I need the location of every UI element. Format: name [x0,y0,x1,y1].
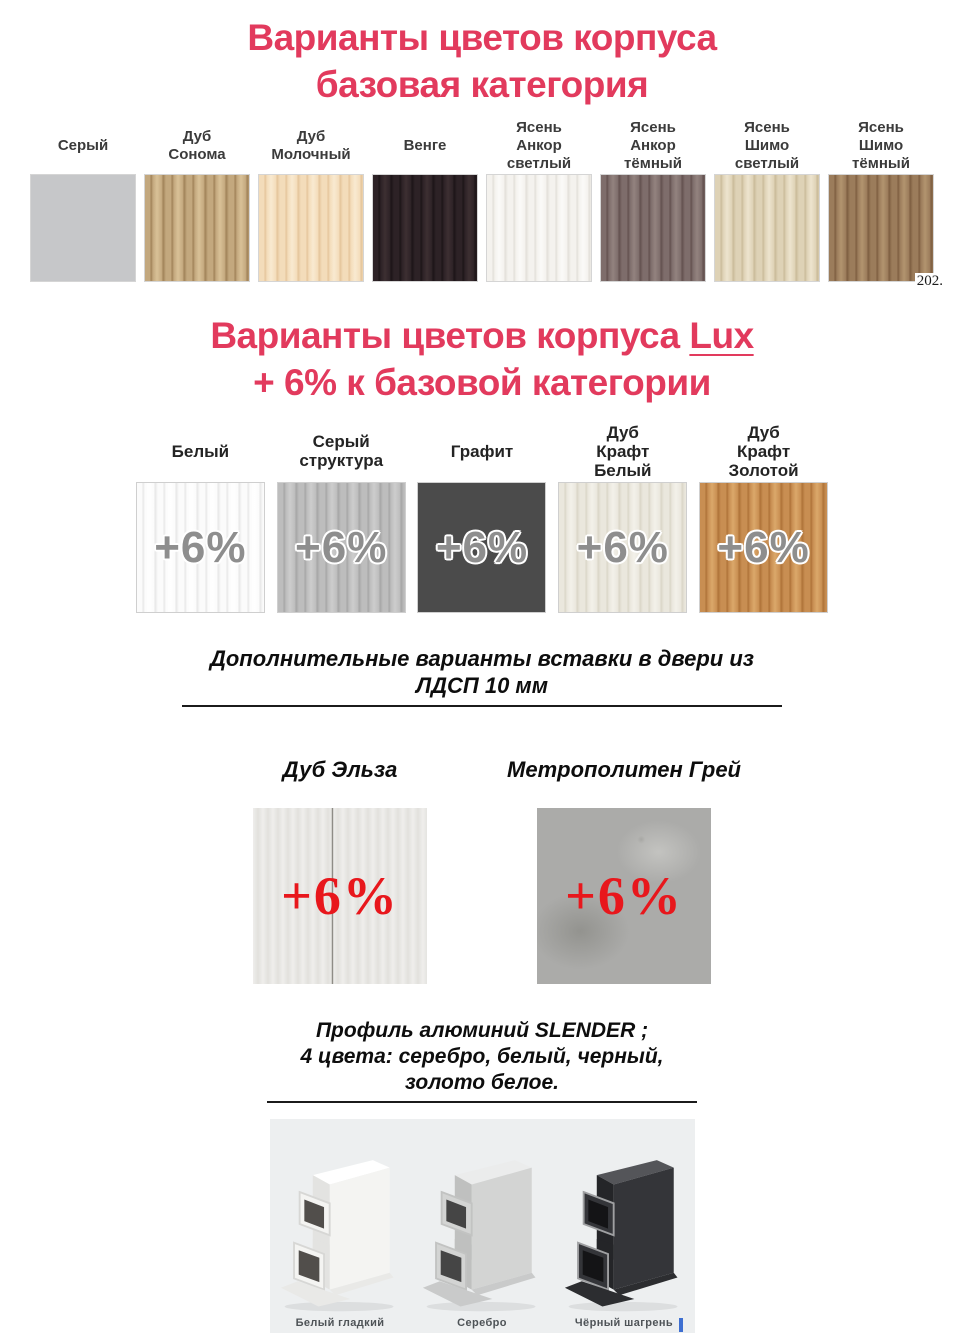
lux-cell: Серый структура +6% [271,420,412,613]
lux-swatch-5: +6% [699,482,829,613]
swatch-label: Дуб Крафт Золотой [728,422,799,480]
plus6-badge: +6% [576,522,669,572]
lux-swatch-1: +6% [135,482,265,613]
base-cell: Дуб Сонома [140,118,254,282]
swatch-label: Серый структура [299,432,384,470]
profile-heading: Профиль алюминий SLENDER ; 4 цвета: сере… [300,1019,664,1094]
plus6-badge: +6% [565,866,683,926]
insert-swatch: +6% [253,808,427,984]
base-cell: Ясень Анкор светлый [482,118,596,282]
lux-cell: Дуб Крафт Золотой +6% [693,420,834,613]
base-cell: Ясень Шимо светлый [710,118,824,282]
divider-line [182,705,782,707]
aluminum-profile-illustration [422,1160,536,1312]
profile-color-label: Белый гладкий [295,1317,385,1329]
lux-word: Lux [689,315,754,356]
base-cell: Венге [368,118,482,282]
lux-swatch-2: +6% [276,482,406,613]
lux-title-prefix: Варианты цветов корпуса [210,315,690,356]
base-swatch-1 [30,174,136,282]
base-cell: Ясень Шимо тёмный [824,118,938,282]
swatch-label: Белый [171,441,230,461]
insert-option-metropolitan: Метрополитен Грей +6% [507,757,741,984]
plus6-badge: +6% [717,522,810,572]
base-title-line1: Варианты цветов корпуса [247,17,717,58]
profile-column: Серебро [417,1147,547,1329]
lux-swatch-row: Белый +6% Серый структура +6% Графит +6% Дуб К… [130,420,834,613]
base-swatch-5 [486,174,592,282]
profile-color-label: Серебро [457,1317,507,1329]
base-cell: Дуб Молочный [254,118,368,282]
insert-swatch: +6% [537,808,711,984]
insert-options-row: Дуб Эльза +6% Метрополитен Грей +6% [0,757,964,984]
lux-swatch-3: +6% [417,482,547,613]
swatch-label: Венге [403,137,447,154]
insert-label: Метрополитен Грей [507,757,741,782]
profile-color-label: Чёрный шагрень [574,1317,674,1329]
base-title-line2: базовая категория [315,64,649,105]
base-cell: Ясень Анкор тёмный [596,118,710,282]
lux-cell: Графит +6% [412,420,553,613]
profile-column: Белый гладкий [275,1147,405,1329]
plus6-badge: +6% [154,522,247,572]
base-swatch-6 [600,174,706,282]
insert-option-elsa: Дуб Эльза +6% [253,757,427,984]
aluminum-profiles-photo: Белый гладкий Серебро Чёрный шагрень [269,1119,695,1333]
aluminum-profile-illustration [564,1160,678,1312]
swatch-label: Ясень Анкор тёмный [624,119,682,172]
lux-cell: Дуб Крафт Белый +6% [552,420,693,613]
lux-title-line2: + 6% к базовой категории [253,362,711,403]
swatch-label: Графит [450,441,514,461]
profile-column: Чёрный шагрень [559,1147,689,1329]
plus6-badge: +6% [435,522,529,572]
inserts-heading: Дополнительные варианты вставки в двери … [209,646,755,698]
swatch-label: Дуб Сонома [168,128,226,163]
base-cell: Серый [26,118,140,282]
plus6-badge: +6% [295,522,388,572]
swatch-label: Ясень Шимо светлый [734,119,800,172]
base-category-title: Варианты цветов корпуса базовая категори… [0,0,964,108]
text-cursor-mark [678,1318,683,1332]
lux-swatch-4: +6% [558,482,688,613]
base-swatch-7 [714,174,820,282]
swatch-label: Дуб Крафт Белый [594,422,652,480]
base-swatch-4 [372,174,478,282]
plus6-badge: +6% [281,866,399,926]
base-swatch-2 [144,174,250,282]
watermark-text: 202. [914,273,945,290]
insert-label: Дуб Эльза [282,757,398,782]
divider-line [267,1101,697,1103]
lux-cell: Белый +6% [130,420,271,613]
swatch-label: Дуб Молочный [271,128,351,163]
lux-category-title: Варианты цветов корпуса Lux + 6% к базов… [0,312,964,406]
aluminum-profile-illustration [280,1160,394,1312]
base-swatch-row: Серый Дуб Сонома Дуб Молочный Венге Ясень Ан… [25,118,945,290]
swatch-label: Ясень Шимо тёмный [852,119,910,172]
base-swatch-3 [258,174,364,282]
base-swatch-8 [828,174,934,282]
swatch-label: Серый [57,137,109,154]
swatch-label: Ясень Анкор светлый [506,119,572,172]
